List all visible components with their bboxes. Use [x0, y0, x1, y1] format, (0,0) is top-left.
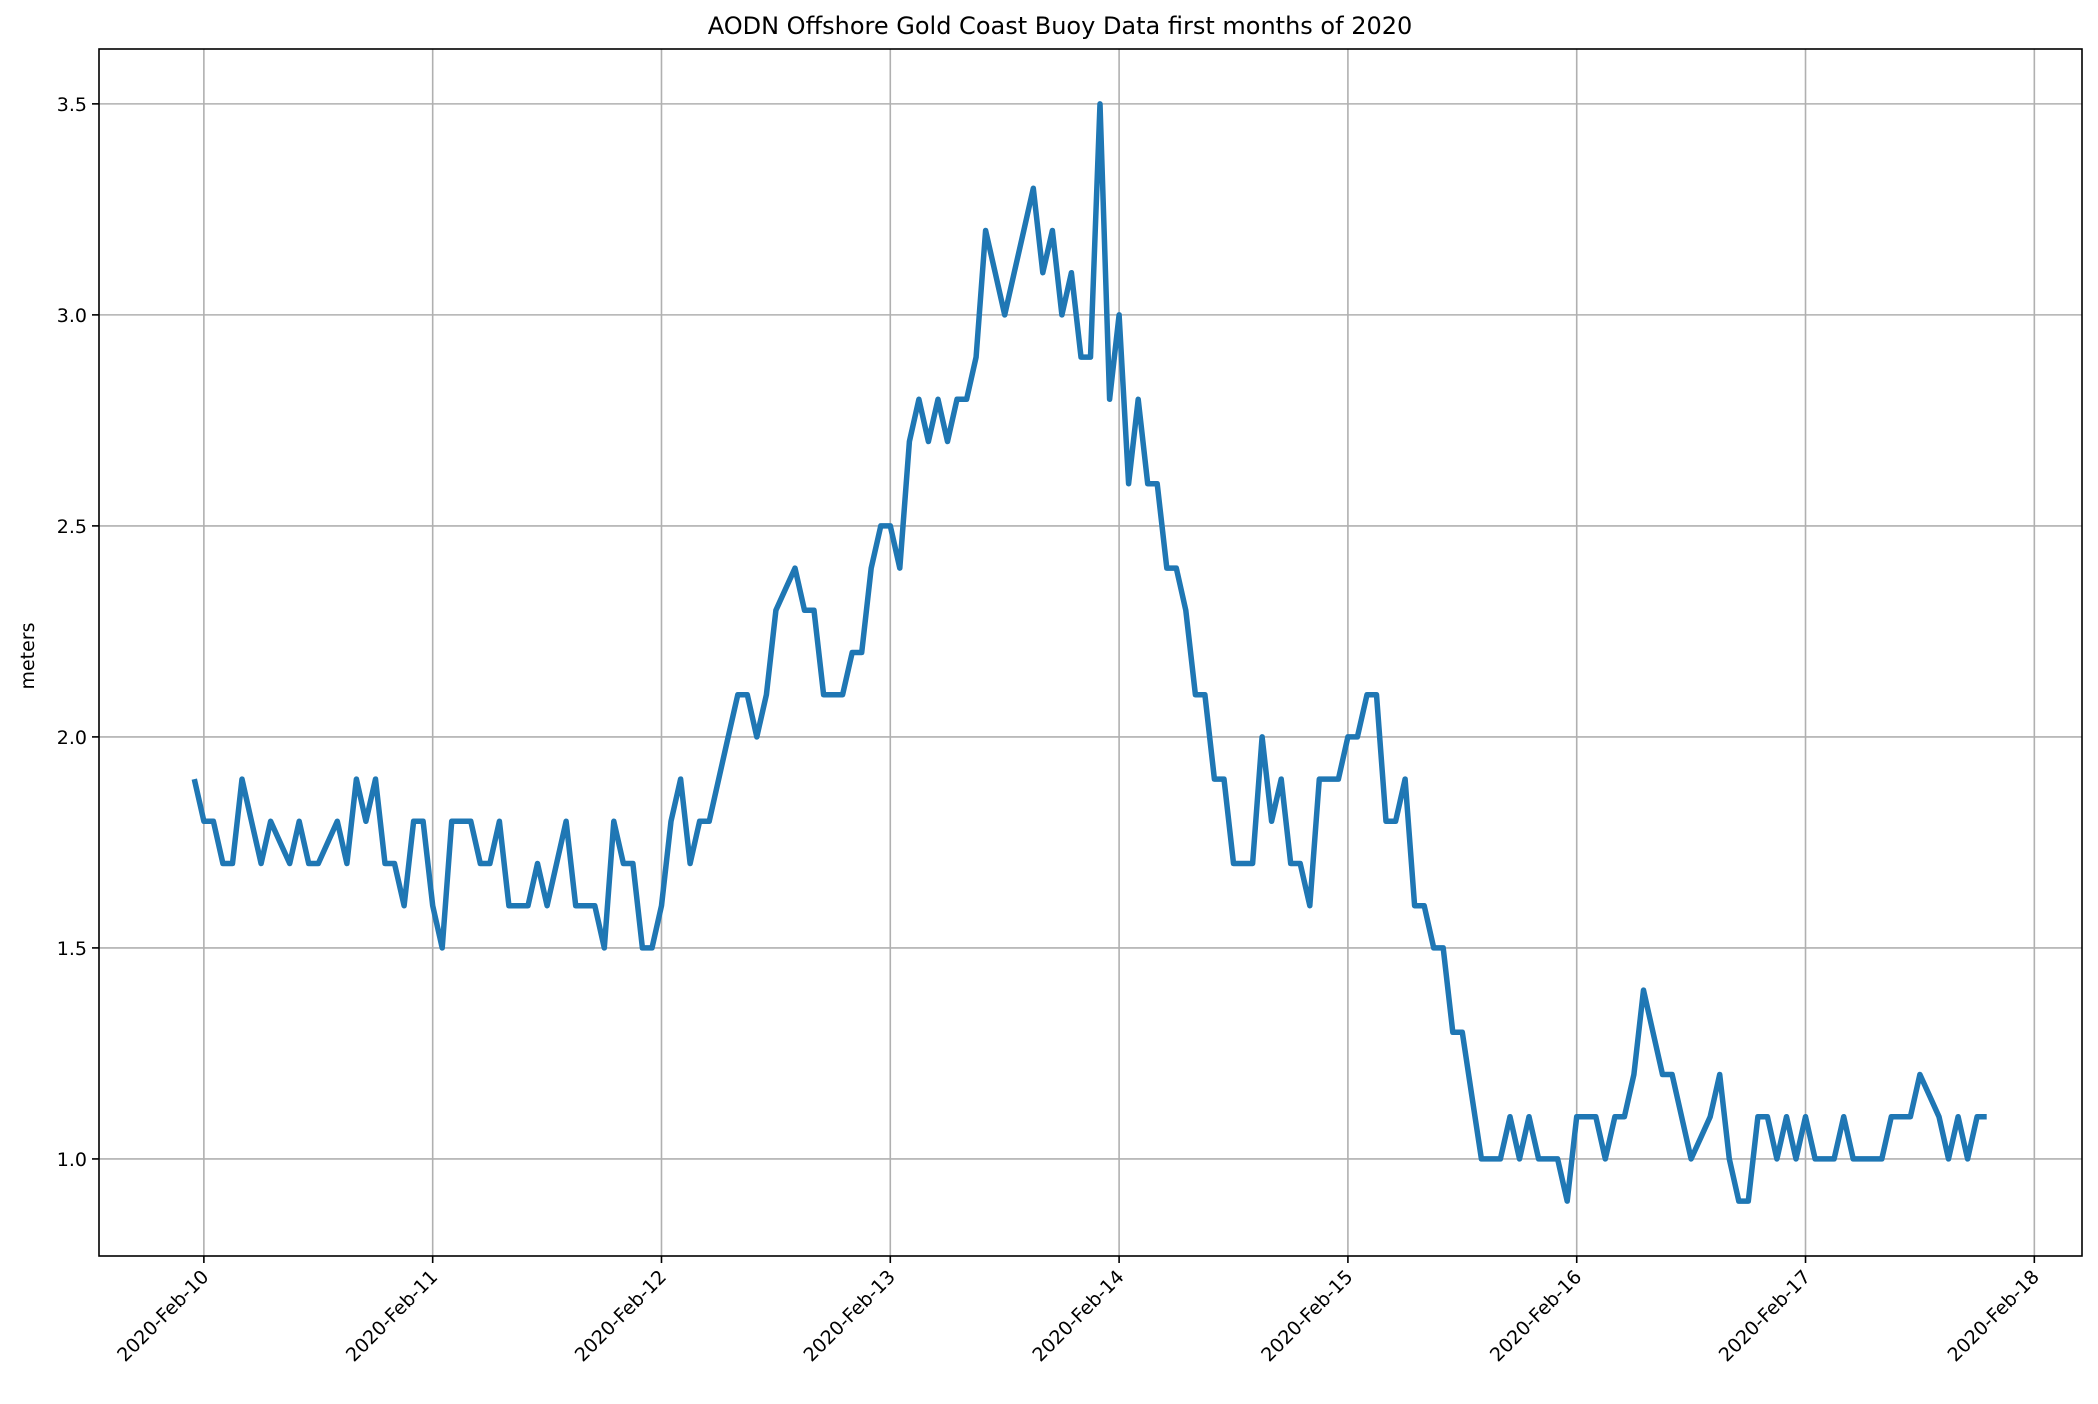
plot-frame	[98, 48, 2083, 1257]
y-tick-label: 1.0	[57, 1149, 87, 1171]
series-layer	[191, 101, 1987, 1204]
y-tick-label: 3.5	[57, 94, 87, 116]
y-tick-label: 2.5	[57, 516, 87, 538]
y-tick-label: 3.0	[57, 305, 87, 327]
y-axis-label: meters	[17, 622, 39, 689]
y-axis: 1.0 1.5 2.0 2.5 3.0 3.5	[57, 94, 99, 1171]
y-tick-label: 1.5	[57, 938, 87, 960]
wave-height-series-line	[191, 101, 1987, 1204]
y-tick-label: 2.0	[57, 727, 87, 749]
chart-title: AODN Offshore Gold Coast Buoy Data first…	[708, 12, 1413, 40]
